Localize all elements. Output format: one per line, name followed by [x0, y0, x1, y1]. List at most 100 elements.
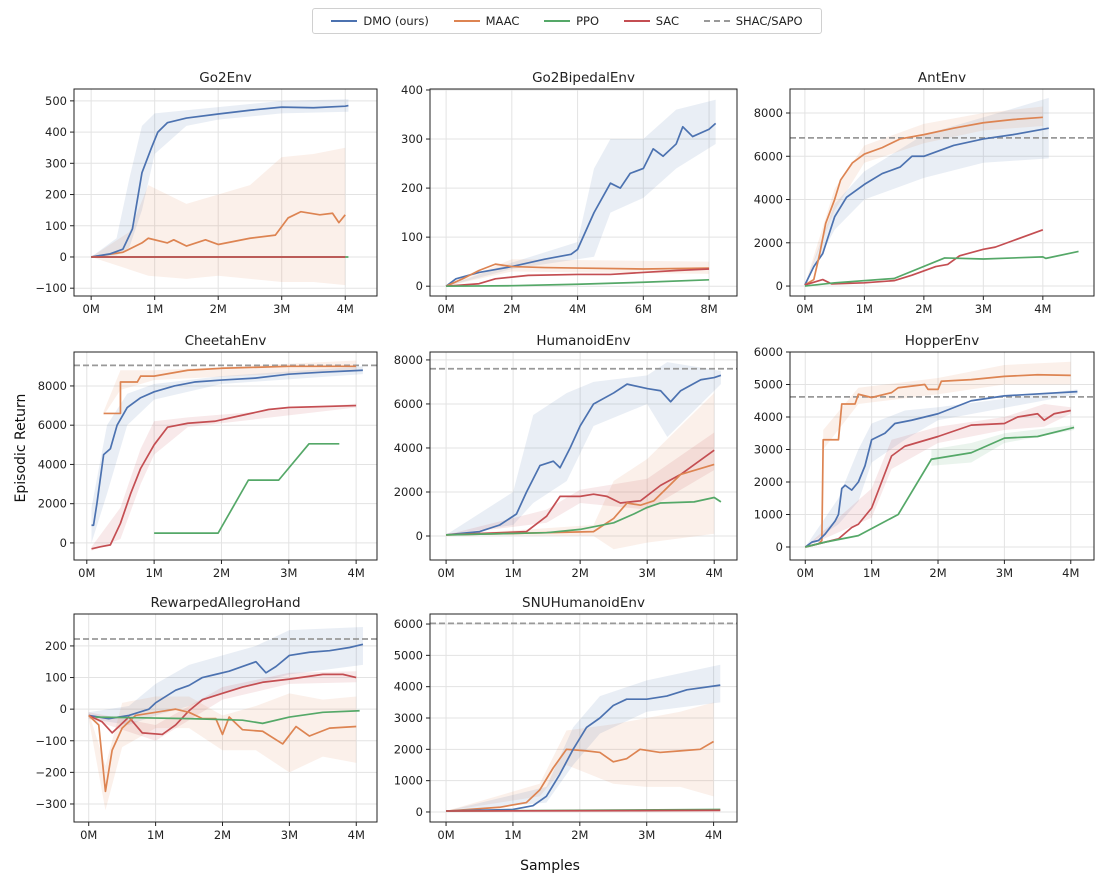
subplot-SNUHumanoidEnv: 0M 1M 2M 3M 4M 0 1000 2000 3000 4000 5000 6000 SNUHu… [394, 595, 738, 842]
y-tick-label: 6000 [38, 418, 67, 432]
series-line-sac [805, 409, 1071, 548]
y-tick-label: 4000 [754, 193, 783, 207]
std-band-maac [88, 693, 357, 811]
series-line-ppo [804, 250, 1079, 287]
series-line-sac [446, 449, 715, 536]
std-band-maac [446, 392, 715, 550]
x-tick-label: 1M [856, 302, 873, 316]
std-band-dmo [446, 664, 721, 812]
series-line-dmo [88, 643, 364, 720]
series-line-dmo [804, 390, 1078, 548]
legend-swatch [703, 20, 730, 22]
y-tick-label: 2000 [394, 485, 423, 499]
subplot-CheetahEnv: 0M 1M 2M 3M 4M 0 2000 4000 6000 8000 CheetahEnv [38, 333, 378, 580]
y-tick-label: 0 [60, 250, 67, 264]
x-tick-label: 4M [1034, 302, 1051, 316]
y-tick-label: 200 [45, 188, 67, 202]
x-tick-label: 2M [213, 566, 230, 580]
legend-swatch [331, 20, 358, 22]
series-line-maac [446, 463, 715, 536]
series-line-maac [445, 740, 715, 812]
x-tick-label: 4M [348, 828, 365, 842]
x-tick-label: 4M [706, 566, 723, 580]
subplot-title: AntEnv [918, 70, 966, 86]
y-tick-label: 4000 [38, 457, 67, 471]
x-tick-label: 0M [797, 566, 814, 580]
y-tick-label: 0 [60, 536, 67, 550]
y-tick-label: 0 [416, 805, 423, 819]
axes-frame [429, 88, 738, 297]
std-band-sac [446, 432, 715, 535]
y-tick-label: 0 [416, 529, 423, 543]
y-tick-label: 0 [776, 279, 783, 293]
legend-item-maac: MAAC [453, 14, 519, 28]
x-tick-label: 2M [572, 566, 589, 580]
x-tick-label: 4M [705, 828, 722, 842]
y-tick-label: 8000 [754, 106, 783, 120]
legend-item-sac: SAC [623, 14, 679, 28]
std-band-maac [804, 106, 1043, 285]
subplot-title: RewarpedAllegroHand [150, 595, 300, 611]
legend-item-ppo: PPO [544, 14, 599, 28]
y-tick-label: 3000 [394, 711, 423, 725]
axes-frame [429, 351, 738, 561]
x-tick-label: 0M [78, 566, 95, 580]
x-tick-label: 8M [700, 302, 717, 316]
y-tick-label: 400 [45, 125, 67, 139]
x-tick-label: 2M [571, 828, 588, 842]
legend-item-shac: SHAC/SAPO [703, 14, 803, 28]
series-line-dmo [804, 127, 1049, 286]
y-tick-label: 5000 [754, 378, 783, 392]
y-tick-label: 8000 [38, 379, 67, 393]
subplot-title: HumanoidEnv [536, 333, 630, 349]
series-line-dmo [446, 374, 722, 536]
y-tick-label: 8000 [394, 353, 423, 367]
series-line-maac [91, 210, 346, 258]
legend-swatch [453, 20, 480, 22]
subplot-title: CheetahEnv [185, 333, 267, 349]
legend-label: DMO (ours) [363, 14, 429, 28]
x-tick-label: 3M [975, 302, 992, 316]
plot-area [445, 99, 717, 288]
y-tick-label: 0 [60, 702, 67, 716]
std-band-dmo [804, 97, 1049, 285]
plot-area [790, 361, 1094, 548]
y-tick-label: 0 [776, 540, 783, 554]
plot-area [790, 97, 1094, 287]
legend-item-dmo: DMO (ours) [331, 14, 429, 28]
y-tick-label: −300 [35, 797, 67, 811]
subplot-Go2BipedalEnv: 0M 2M 4M 6M 8M 0 100 200 300 400 Go2BipedalEnv [401, 70, 738, 316]
std-band-dmo [446, 362, 721, 535]
y-tick-label: 100 [45, 671, 67, 685]
series-line-dmo [91, 104, 349, 258]
plot-area [430, 362, 737, 550]
y-tick-label: −200 [35, 765, 67, 779]
std-band-maac [91, 147, 346, 286]
x-tick-label: 4M [569, 302, 586, 316]
x-tick-label: 0M [437, 302, 454, 316]
y-tick-label: 2000 [394, 742, 423, 756]
axes-frame [429, 613, 738, 823]
series-line-sac [88, 673, 357, 736]
subplot-AntEnv: 0M 1M 2M 3M 4M 0 2000 4000 6000 8000 AntEnv [754, 70, 1095, 316]
subplot-HopperEnv: 0M 1M 2M 3M 4M 0 1000 2000 3000 4000 5000 6000 Hoppe… [754, 333, 1095, 580]
x-tick-label: 6M [635, 302, 652, 316]
std-band-maac [823, 361, 1071, 450]
x-tick-label: 0M [80, 828, 97, 842]
std-band-sac [88, 671, 357, 741]
y-tick-label: 2000 [754, 475, 783, 489]
y-tick-label: 300 [401, 132, 423, 146]
x-tick-label: 4M [1062, 566, 1079, 580]
y-tick-label: 500 [45, 94, 67, 108]
x-tick-label: 0M [437, 566, 454, 580]
legend-label: SHAC/SAPO [735, 14, 803, 28]
y-tick-label: 4000 [394, 441, 423, 455]
y-tick-label: 3000 [754, 443, 783, 457]
series-line-dmo [446, 684, 721, 812]
series-line-ppo [154, 442, 340, 534]
y-tick-label: 400 [401, 83, 423, 97]
plot-area [91, 99, 349, 286]
std-band-dmo [446, 99, 716, 287]
series-line-sac [446, 809, 721, 812]
legend-swatch [623, 20, 650, 22]
